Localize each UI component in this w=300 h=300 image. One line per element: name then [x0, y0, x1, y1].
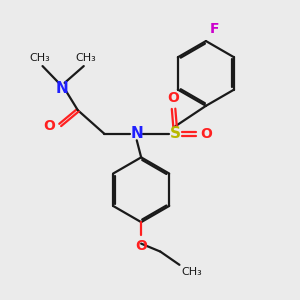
Text: N: N: [55, 81, 68, 96]
Text: CH₃: CH₃: [30, 52, 50, 62]
Text: N: N: [130, 126, 143, 141]
Text: O: O: [135, 239, 147, 253]
Text: O: O: [43, 119, 55, 134]
Text: F: F: [209, 22, 219, 36]
Text: O: O: [200, 127, 212, 141]
Text: CH₃: CH₃: [76, 52, 97, 62]
Text: S: S: [169, 126, 181, 141]
Text: CH₃: CH₃: [182, 267, 202, 277]
Text: O: O: [168, 91, 179, 105]
